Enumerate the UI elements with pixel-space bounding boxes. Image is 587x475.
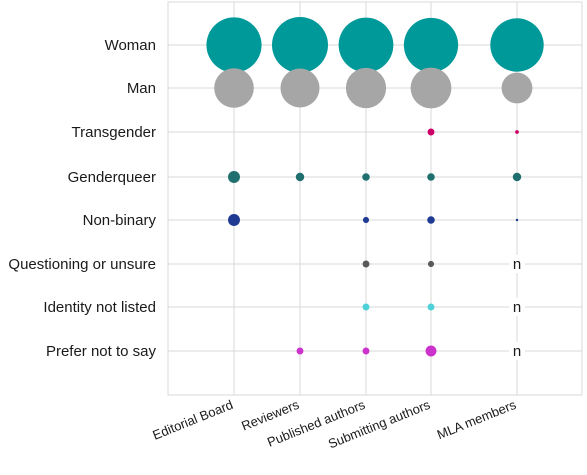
not-available-labels: n n n xyxy=(509,255,525,360)
na-label-questioning-or-unsure-mla-members: n xyxy=(513,256,521,273)
bubble-genderqueer-published-authors xyxy=(362,173,370,181)
bubble-questioning-or-unsure-published-authors xyxy=(362,260,370,268)
row-label-identity-not-listed: Identity not listed xyxy=(43,299,156,316)
row-label-man: Man xyxy=(127,80,156,97)
row-label-woman: Woman xyxy=(105,37,156,54)
na-background xyxy=(509,255,525,273)
bubble-man-submitting-authors xyxy=(410,67,452,109)
bubble-non-binary-submitting-authors xyxy=(427,216,435,224)
na-label-prefer-not-to-say-mla-members: n xyxy=(513,343,521,360)
bubble-man-editorial-board xyxy=(214,68,254,108)
bubble-woman-submitting-authors xyxy=(403,17,459,73)
col-label-editorial-board: Editorial Board xyxy=(150,397,235,443)
bubble-questioning-or-unsure-submitting-authors xyxy=(427,260,435,268)
bubble-genderqueer-editorial-board xyxy=(228,171,240,183)
row-label-prefer-not-to-say: Prefer not to say xyxy=(46,343,157,360)
bubble-woman-mla-members xyxy=(490,18,544,72)
bubble-transgender-mla-members xyxy=(515,130,519,134)
col-label-mla-members: MLA members xyxy=(435,397,519,442)
na-background xyxy=(509,298,525,316)
bubble-prefer-not-to-say-submitting-authors xyxy=(425,345,437,357)
bubble-man-published-authors xyxy=(345,67,387,109)
plot-frame xyxy=(167,1,583,396)
bubble-man-reviewers xyxy=(280,68,320,108)
bubble-man-mla-members xyxy=(501,72,533,104)
na-label-identity-not-listed-mla-members: n xyxy=(513,299,521,316)
bubble-non-binary-mla-members xyxy=(515,218,519,222)
bubble-prefer-not-to-say-published-authors xyxy=(362,347,370,355)
bubble-identity-not-listed-submitting-authors xyxy=(427,303,435,311)
bubble-prefer-not-to-say-reviewers xyxy=(296,347,304,355)
row-label-non-binary: Non-binary xyxy=(83,212,157,229)
row-label-transgender: Transgender xyxy=(72,124,157,141)
bubble-transgender-submitting-authors xyxy=(427,128,435,136)
na-background xyxy=(509,342,525,360)
bubble-non-binary-published-authors xyxy=(362,216,370,224)
bubble-woman-reviewers xyxy=(272,17,328,73)
bubble-woman-editorial-board xyxy=(206,17,262,73)
bubbles xyxy=(206,17,544,357)
bubble-non-binary-editorial-board xyxy=(228,214,240,226)
row-labels: Woman Man Transgender Genderqueer Non-binary… xyxy=(8,37,156,360)
bubble-genderqueer-submitting-authors xyxy=(427,173,435,181)
bubble-woman-published-authors xyxy=(338,17,394,73)
row-label-questioning-or-unsure: Questioning or unsure xyxy=(8,256,156,273)
bubble-genderqueer-mla-members xyxy=(512,172,522,182)
row-label-genderqueer: Genderqueer xyxy=(68,169,156,186)
bubble-genderqueer-reviewers xyxy=(295,172,305,182)
bubble-identity-not-listed-published-authors xyxy=(362,303,370,311)
